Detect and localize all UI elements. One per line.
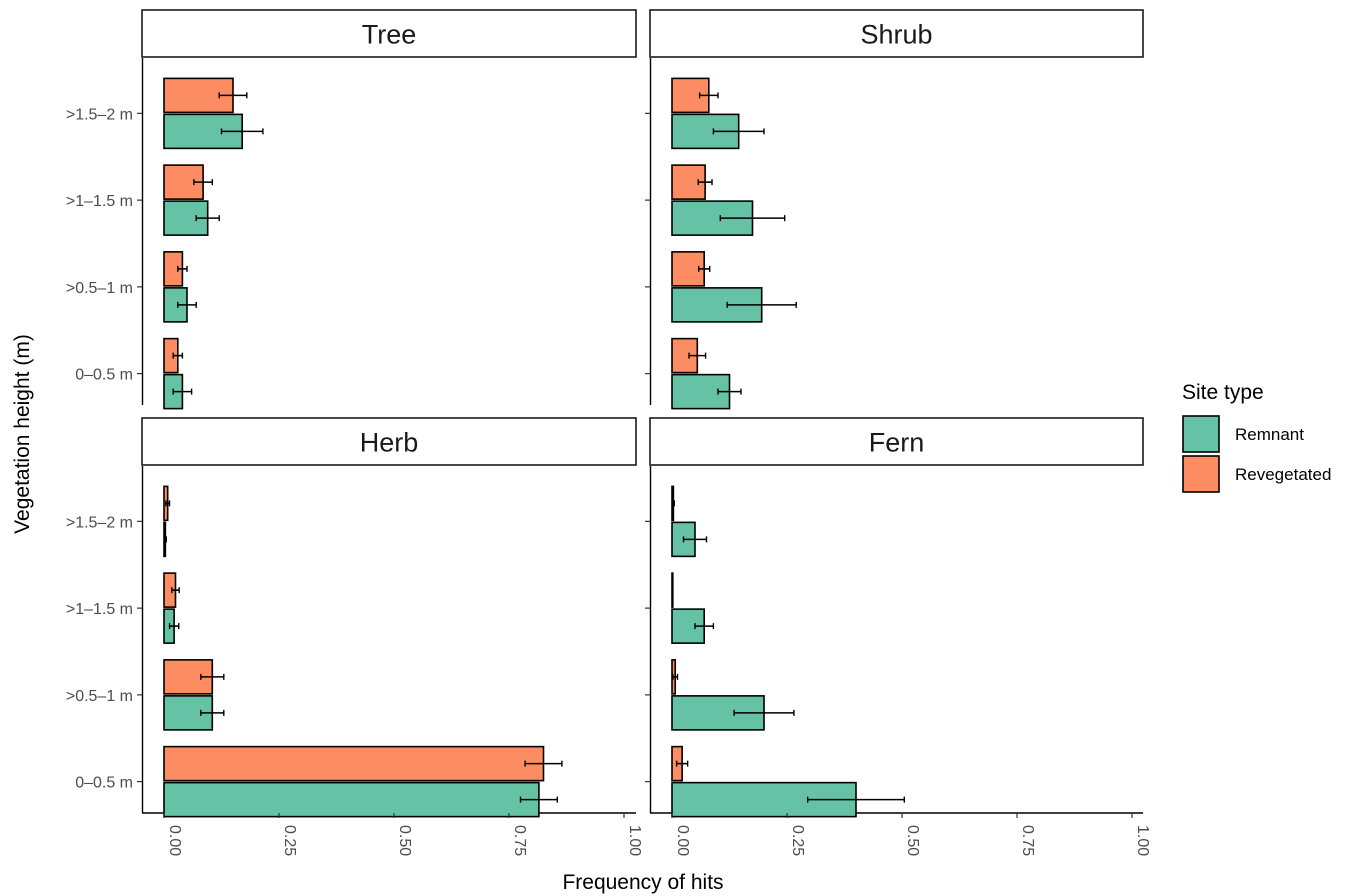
x-tick-label-fern-1: 0.25 (789, 825, 806, 856)
x-tick-label-fern-3: 0.75 (1019, 825, 1036, 856)
y-tick-label-herb-3: >1.5–2 m (66, 514, 133, 531)
y-tick-label-tree-2: >1–1.5 m (66, 193, 133, 210)
legend-swatch-remnant (1182, 415, 1220, 453)
y-tick-label-herb-0: 0–0.5 m (75, 775, 133, 792)
facet-strip-herb (141, 417, 637, 466)
y-tick-label-tree-3: >1.5–2 m (66, 106, 133, 123)
facet-label-herb: Herb (360, 428, 419, 458)
bar-herb-remnant-0 (163, 781, 540, 818)
y-tick-label-tree-1: >0.5–1 m (66, 280, 133, 297)
y-tick-label-tree-0: 0–0.5 m (75, 367, 133, 384)
x-axis-title: Frequency of hits (562, 871, 723, 894)
bar-herb-remnant-1 (163, 695, 214, 731)
x-tick-label-fern-4: 1.00 (1134, 825, 1151, 856)
bar-fern-revegetated-2 (671, 572, 674, 608)
x-tick-label-herb-0: 0.00 (166, 825, 183, 856)
legend-label-remnant: Remnant (1235, 425, 1304, 444)
y-tick-label-herb-2: >1–1.5 m (66, 601, 133, 618)
legend-label-revegetated: Revegetated (1235, 465, 1331, 484)
legend-title: Site type (1182, 381, 1264, 404)
facet-label-shrub: Shrub (860, 20, 932, 50)
facet-strip-tree (141, 9, 637, 58)
legend-swatch-revegetated (1182, 455, 1220, 493)
x-tick-label-herb-1: 0.25 (281, 825, 298, 856)
bar-herb-revegetated-1 (163, 659, 214, 695)
facet-strip-fern (649, 417, 1144, 466)
y-tick-label-herb-1: >0.5–1 m (66, 688, 133, 705)
x-tick-label-herb-3: 0.75 (511, 825, 528, 856)
y-axis-title: Vegetation height (m) (11, 334, 34, 534)
x-tick-label-fern-0: 0.00 (674, 825, 691, 856)
facet-strip-shrub (649, 9, 1144, 58)
x-tick-label-herb-2: 0.50 (396, 825, 413, 856)
facet-label-fern: Fern (869, 428, 925, 458)
bar-herb-revegetated-0 (163, 745, 545, 782)
x-tick-label-fern-2: 0.50 (904, 825, 921, 856)
x-tick-label-herb-4: 1.00 (626, 825, 643, 856)
facet-label-tree: Tree (362, 20, 417, 50)
